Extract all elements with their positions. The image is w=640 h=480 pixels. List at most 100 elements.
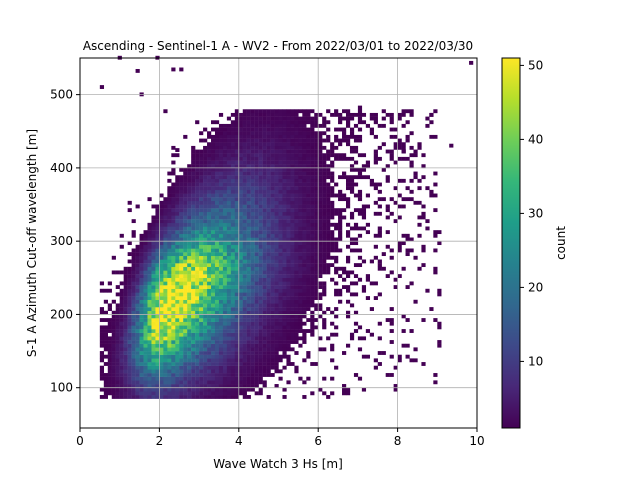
heatmap-cell: [151, 292, 156, 297]
heatmap-cell: [238, 215, 243, 220]
heatmap-cell: [234, 248, 239, 253]
heatmap-cell: [183, 362, 188, 366]
heatmap-cell: [167, 303, 172, 308]
heatmap-cell: [349, 248, 355, 253]
heatmap-cell: [314, 116, 319, 121]
heatmap-cell: [290, 241, 295, 246]
heatmap-cell: [199, 347, 204, 352]
heatmap-cell: [381, 167, 386, 172]
heatmap-cell: [226, 266, 232, 271]
heatmap-cell: [119, 270, 124, 275]
heatmap-cell: [258, 193, 263, 198]
heatmap-cell: [115, 314, 120, 319]
heatmap-cell: [171, 362, 176, 366]
heatmap-cell: [397, 178, 402, 183]
heatmap-cell: [262, 226, 267, 231]
heatmap-cell: [302, 252, 307, 257]
heatmap-cell: [282, 160, 287, 165]
heatmap-cell: [199, 208, 204, 213]
heatmap-cell: [139, 233, 144, 238]
heatmap-cell: [135, 351, 140, 355]
heatmap-cell: [262, 237, 267, 242]
heatmap-cell: [135, 299, 140, 304]
heatmap-cell: [203, 270, 208, 275]
heatmap-cell: [238, 241, 243, 246]
heatmap-cell: [306, 204, 311, 209]
heatmap-cell: [254, 142, 259, 147]
heatmap-cell: [302, 178, 307, 183]
heatmap-cell: [222, 362, 228, 366]
heatmap-cell: [278, 123, 283, 128]
heatmap-cell: [167, 211, 172, 216]
heatmap-cell: [314, 175, 319, 180]
heatmap-cell: [330, 343, 335, 348]
heatmap-cell: [322, 204, 327, 209]
heatmap-cell: [155, 395, 160, 399]
heatmap-cell: [214, 391, 220, 396]
heatmap-cell: [131, 354, 136, 359]
heatmap-cell: [270, 178, 275, 183]
heatmap-cell: [222, 171, 228, 176]
heatmap-cell: [203, 259, 208, 264]
heatmap-cell: [290, 336, 295, 341]
heatmap-cell: [310, 109, 315, 114]
heatmap-cell: [143, 299, 148, 304]
heatmap-cell: [103, 310, 108, 315]
heatmap-cell: [214, 186, 220, 191]
heatmap-cell: [211, 156, 216, 161]
heatmap-cell: [286, 138, 291, 143]
heatmap-cell: [282, 296, 287, 300]
heatmap-cell: [238, 263, 243, 268]
heatmap-cell: [246, 230, 251, 235]
heatmap-cell: [342, 351, 347, 355]
heatmap-cell: [167, 285, 172, 289]
heatmap-cell: [242, 351, 247, 355]
heatmap-cell: [322, 270, 327, 275]
heatmap-cell: [139, 241, 144, 246]
heatmap-cell: [262, 259, 267, 264]
heatmap-cell: [211, 233, 216, 238]
heatmap-cell: [270, 336, 275, 341]
heatmap-cell: [322, 164, 327, 169]
heatmap-cell: [349, 292, 355, 297]
heatmap-cell: [306, 175, 311, 180]
heatmap-cell: [127, 274, 132, 278]
heatmap-cell: [151, 204, 156, 209]
heatmap-cell: [338, 127, 343, 132]
heatmap-cell: [357, 116, 363, 121]
heatmap-cell: [175, 153, 180, 158]
heatmap-cell: [234, 376, 239, 381]
heatmap-cell: [139, 362, 144, 366]
heatmap-cell: [159, 237, 164, 242]
heatmap-cell: [266, 215, 271, 220]
heatmap-cell: [377, 233, 382, 238]
heatmap-cell: [342, 387, 347, 392]
heatmap-cell: [195, 263, 200, 268]
heatmap-cell: [230, 373, 236, 377]
heatmap-cell: [282, 270, 287, 275]
heatmap-cell: [199, 259, 204, 264]
heatmap-cell: [290, 171, 295, 176]
heatmap-cell: [278, 277, 283, 282]
heatmap-cell: [258, 351, 263, 355]
heatmap-cell: [274, 134, 279, 139]
heatmap-cell: [302, 219, 307, 224]
heatmap-cell: [250, 318, 255, 322]
heatmap-cell: [258, 160, 263, 165]
heatmap-cell: [171, 318, 176, 322]
heatmap-cell: [175, 255, 180, 260]
heatmap-cell: [119, 373, 124, 377]
heatmap-cell: [318, 175, 323, 180]
heatmap-cell: [397, 215, 402, 220]
heatmap-cell: [270, 318, 275, 322]
heatmap-cell: [218, 134, 224, 139]
heatmap-cell: [163, 325, 168, 330]
heatmap-cell: [409, 197, 414, 202]
heatmap-cell: [318, 149, 323, 154]
heatmap-cell: [183, 237, 188, 242]
heatmap-cell: [353, 182, 359, 187]
heatmap-cell: [226, 244, 232, 249]
heatmap-cell: [195, 362, 200, 366]
heatmap-cell: [203, 362, 208, 366]
heatmap-cell: [278, 193, 283, 198]
